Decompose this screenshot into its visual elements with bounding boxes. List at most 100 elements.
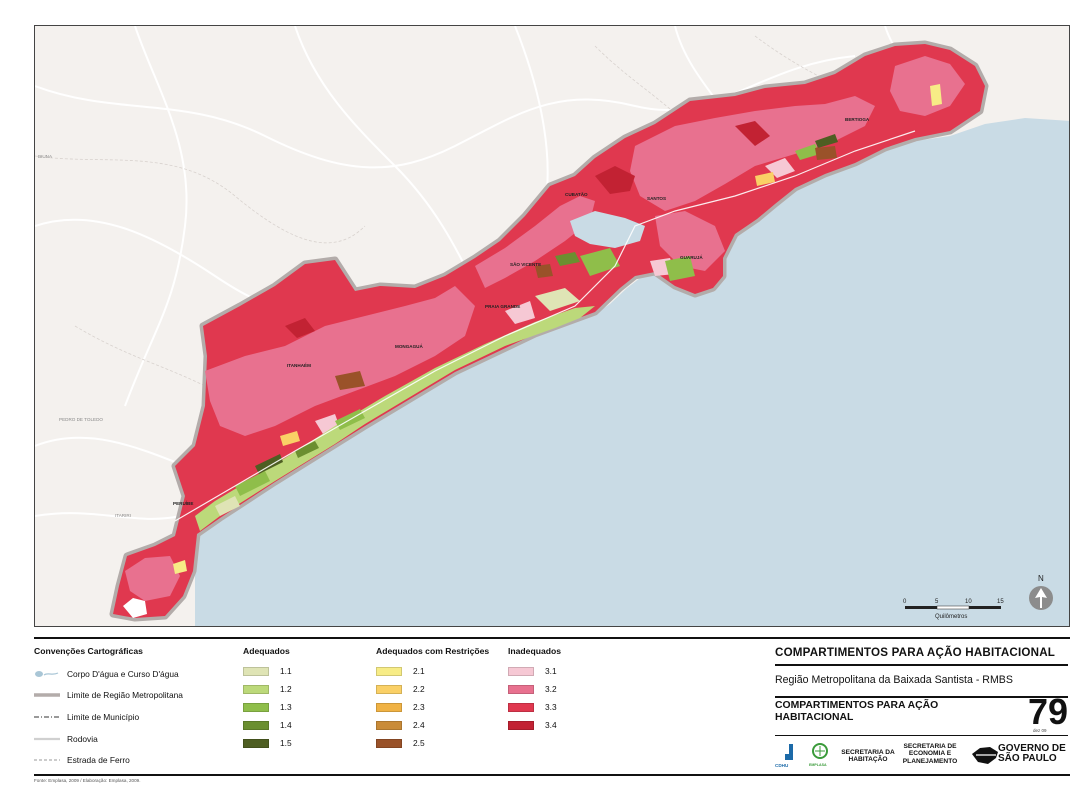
subtitle-rule xyxy=(775,696,1068,698)
legend-class-2-2: 2.2 xyxy=(376,683,425,695)
zone-3-4 xyxy=(285,121,770,338)
legend-class-1-5: 1.5 xyxy=(243,737,292,749)
swatch-3-2 xyxy=(508,684,534,694)
legend-class-1-2: 1.2 xyxy=(243,683,292,695)
restricoes-title: Adequados com Restrições xyxy=(376,646,490,656)
label-itariri: ITARIRI xyxy=(115,513,131,518)
title-rule xyxy=(775,664,1068,666)
label-mongagua: MONGAGUÁ xyxy=(395,343,423,349)
zone-3-2 xyxy=(125,56,965,601)
governo-sp-logo: GOVERNO DE SÃO PAULO xyxy=(970,742,1068,768)
cdhu-logo: CDHU xyxy=(775,742,803,770)
zone-2-2 xyxy=(280,172,775,446)
scale-tick-0: 0 xyxy=(903,599,907,605)
class-label: 1.4 xyxy=(280,720,292,730)
swatch-2-4 xyxy=(376,720,402,730)
legend-class-3-2: 3.2 xyxy=(508,683,557,695)
swatch-1-4 xyxy=(243,720,269,730)
sec-economia-logo: SECRETARIA DE ECONOMIA E PLANEJAMENTO xyxy=(902,743,958,765)
conventions-title: Convenções Cartográficas xyxy=(34,646,143,656)
title-block: COMPARTIMENTOS PARA AÇÃO HABITACIONAL Re… xyxy=(775,642,1070,772)
zone-2-5 xyxy=(335,146,837,390)
class-label: 3.3 xyxy=(545,702,557,712)
class-label: 1.5 xyxy=(280,738,292,748)
class-label: 1.1 xyxy=(280,666,292,676)
class-label: 2.2 xyxy=(413,684,425,694)
sao-paulo-map-icon xyxy=(972,747,998,764)
label-peruibe: PERUÍBE xyxy=(173,499,193,506)
scale-tick-5: 5 xyxy=(935,599,939,605)
estuary-water xyxy=(570,211,645,248)
class-label: 2.4 xyxy=(413,720,425,730)
class-label: 2.3 xyxy=(413,702,425,712)
zone-1-5 xyxy=(255,134,838,474)
inadequados-title: Inadequados xyxy=(508,646,562,656)
legend-top-rule xyxy=(34,637,1070,639)
sec-habitacao-logo: SECRETARIA DA HABITAÇÃO xyxy=(841,749,895,764)
class-label: 3.1 xyxy=(545,666,557,676)
governo-sp-logo-text: GOVERNO DE SÃO PAULO xyxy=(998,743,1066,764)
north-arrow-icon: N xyxy=(1029,574,1053,610)
swatch-2-3 xyxy=(376,702,402,712)
swatch-1-1 xyxy=(243,666,269,676)
class-label: 3.2 xyxy=(545,684,557,694)
legend-metro-boundary: Limite de Região Metropolitana xyxy=(34,688,234,702)
logo-rule xyxy=(775,735,1068,736)
map-panel[interactable]: BERTIOGA CUBATÃO SANTOS GUARUJÁ SÃO VICE… xyxy=(34,25,1070,627)
label-praia-grande: PRAIA GRANDE xyxy=(485,304,520,309)
class-label: 3.4 xyxy=(545,720,557,730)
swatch-2-2 xyxy=(376,684,402,694)
label-biuna: BIUNA xyxy=(38,154,53,159)
map-canvas[interactable]: BERTIOGA CUBATÃO SANTOS GUARUJÁ SÃO VICE… xyxy=(35,26,1070,627)
cdhu-logo-icon xyxy=(785,744,793,760)
cdhu-logo-text: CDHU xyxy=(775,763,789,768)
legend-class-2-5: 2.5 xyxy=(376,737,425,749)
north-label: N xyxy=(1038,574,1044,583)
legend-class-3-1: 3.1 xyxy=(508,665,557,677)
scale-bar: 0 5 10 15 Quilômetros xyxy=(903,599,1004,620)
label-bertioga: BERTIOGA xyxy=(845,117,870,122)
legend-class-2-1: 2.1 xyxy=(376,665,425,677)
swatch-1-3 xyxy=(243,702,269,712)
legend-bottom-rule xyxy=(34,774,1070,776)
legend-class-1-4: 1.4 xyxy=(243,719,292,731)
map-date: dez 09 xyxy=(1033,728,1047,733)
swatch-2-5 xyxy=(376,738,402,748)
swatch-1-5 xyxy=(243,738,269,748)
class-label: 2.5 xyxy=(413,738,425,748)
legend-railway-label: Estrada de Ferro xyxy=(67,755,130,765)
label-pedro-de-toledo: PEDRO DE TOLEDO xyxy=(59,417,103,422)
legend-class-2-4: 2.4 xyxy=(376,719,425,731)
label-itanhaem: ITANHAÉM xyxy=(287,361,311,368)
legend-class-2-3: 2.3 xyxy=(376,701,425,713)
emplasa-logo-icon xyxy=(812,743,828,759)
map-number: 79 xyxy=(1028,691,1069,732)
class-label: 1.3 xyxy=(280,702,292,712)
adequados-title: Adequados xyxy=(243,646,290,656)
scale-unit: Quilômetros xyxy=(935,614,967,620)
swatch-3-4 xyxy=(508,720,534,730)
legend-class-1-1: 1.1 xyxy=(243,665,292,677)
legend-water-body-label: Corpo D'água e Curso D'água xyxy=(67,669,179,679)
region-subtitle: Região Metropolitana da Baixada Santista… xyxy=(775,674,1013,686)
zone-1-4 xyxy=(295,252,580,458)
legend-class-1-3: 1.3 xyxy=(243,701,292,713)
emplasa-logo-text: EMPLASA xyxy=(809,763,827,767)
legend-metro-boundary-label: Limite de Região Metropolitana xyxy=(67,690,183,700)
metro-boundary-line-icon xyxy=(34,690,62,700)
source-note: Fonte: Emplasa, 2009 / Elaboração: Empla… xyxy=(34,778,141,783)
highway-line xyxy=(174,130,916,522)
class-label: 1.2 xyxy=(280,684,292,694)
legend-highway: Rodovia xyxy=(34,732,234,746)
legend-municipal-boundary-label: Limite de Município xyxy=(67,712,140,722)
emplasa-logo: EMPLASA xyxy=(809,742,831,770)
legend-class-3-3: 3.3 xyxy=(508,701,557,713)
swatch-3-3 xyxy=(508,702,534,712)
swatch-3-1 xyxy=(508,666,534,676)
zone-2-1 xyxy=(173,84,942,574)
class-label: 2.1 xyxy=(413,666,425,676)
scale-tick-10: 10 xyxy=(965,599,972,605)
zone-1-1 xyxy=(215,288,580,516)
map-title: COMPARTIMENTOS PARA AÇÃO HABITACIONAL xyxy=(775,700,939,723)
legend-railway: Estrada de Ferro xyxy=(34,753,234,767)
